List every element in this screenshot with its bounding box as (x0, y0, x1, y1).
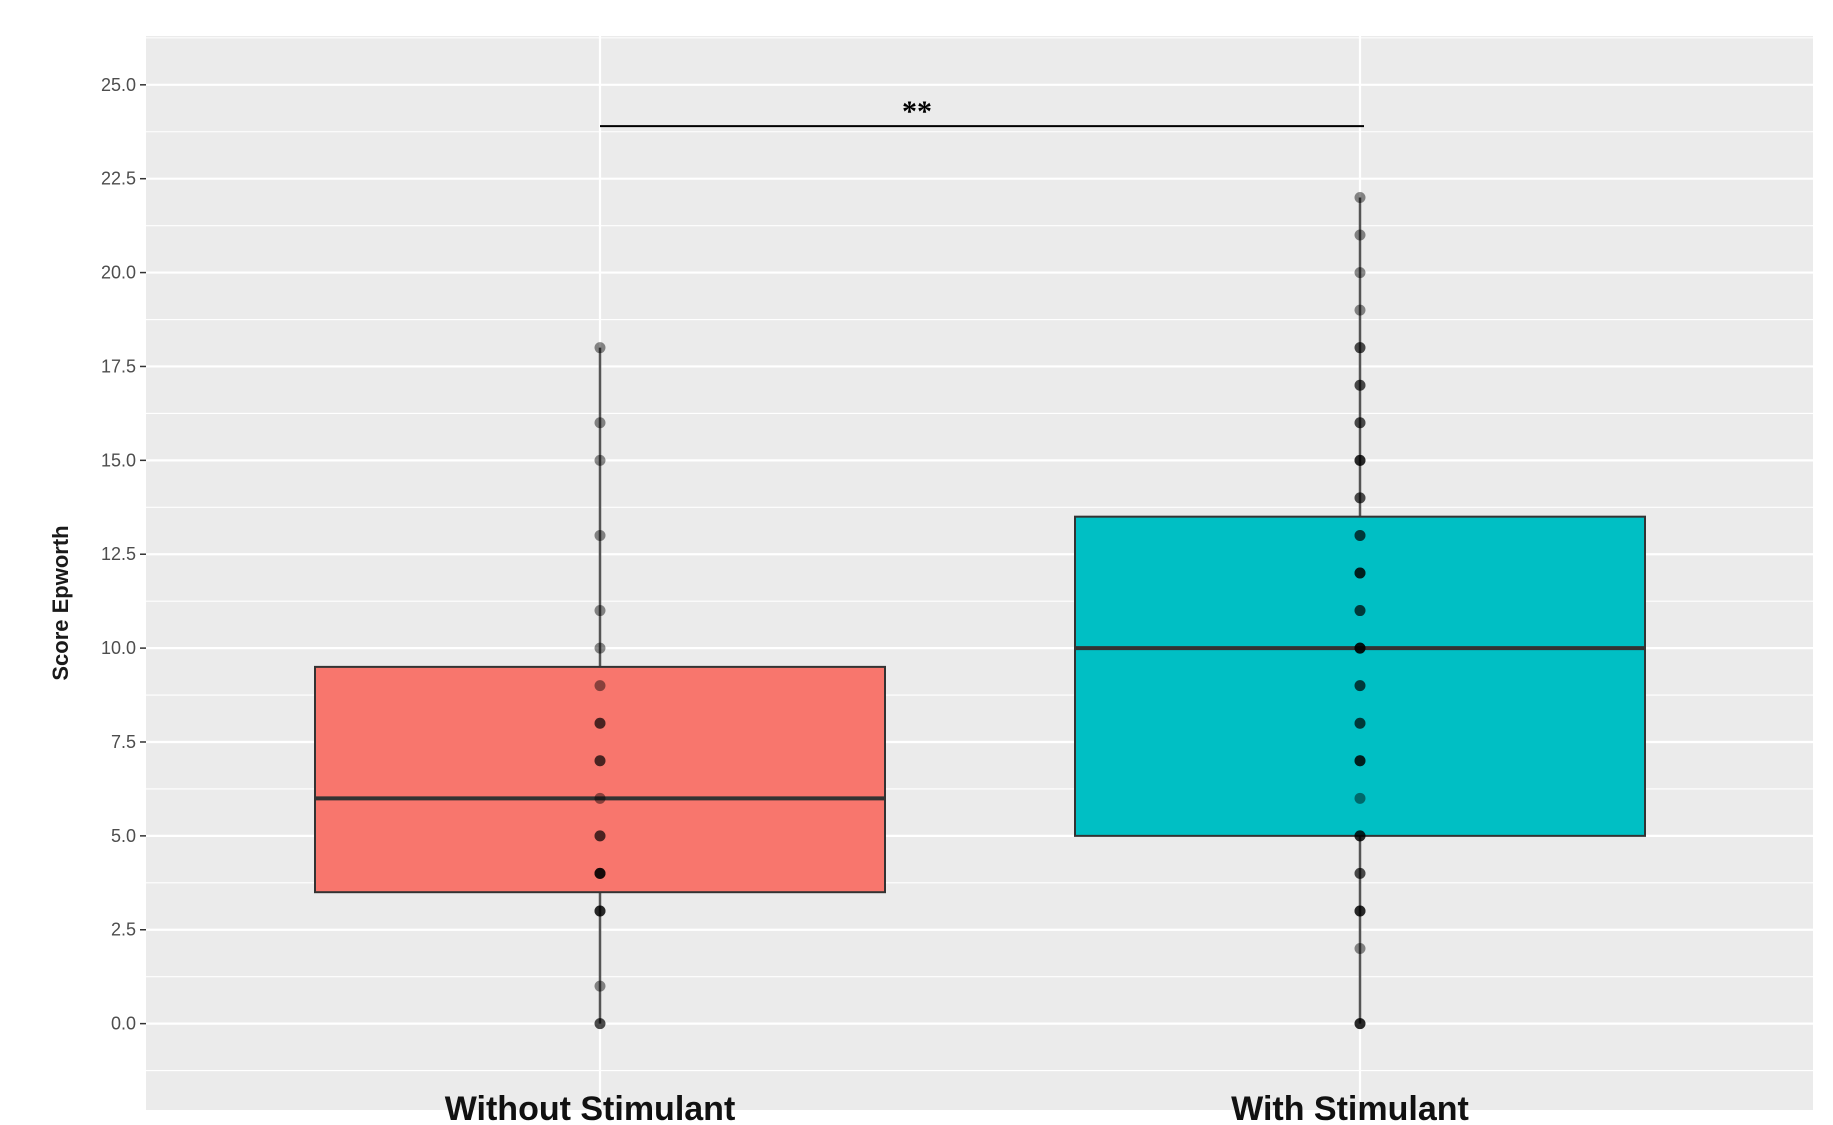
data-point (1354, 830, 1366, 842)
data-point (1354, 867, 1366, 879)
data-point (594, 454, 606, 466)
data-point (594, 680, 606, 692)
data-point (594, 529, 606, 541)
boxes (314, 197, 1646, 1024)
data-point (594, 905, 606, 917)
data-point (1354, 717, 1366, 729)
data-point (594, 342, 606, 354)
x-axis: Without Stimulant With Stimulant (445, 1090, 1469, 1125)
data-point (1354, 342, 1366, 354)
data-point (1354, 830, 1366, 842)
data-point (594, 792, 606, 804)
data-point (594, 1018, 606, 1030)
data-point (1354, 454, 1366, 466)
data-point (594, 980, 606, 992)
y-tick-label: 22.5 (101, 169, 136, 189)
y-tick-label: 5.0 (111, 826, 136, 846)
y-tick-label: 12.5 (101, 544, 136, 564)
data-point (594, 867, 606, 879)
data-point (1354, 680, 1366, 692)
data-point (1354, 454, 1366, 466)
y-axis-title: Score Epworth (48, 525, 73, 680)
significance-annotation: ** (600, 95, 1364, 128)
data-point (1354, 755, 1366, 767)
data-point (1354, 642, 1366, 654)
data-point (1354, 642, 1366, 654)
data-point (1354, 379, 1366, 391)
data-point (1354, 755, 1366, 767)
data-point (1354, 642, 1366, 654)
y-tick-label: 25.0 (101, 75, 136, 95)
y-tick-label: 10.0 (101, 638, 136, 658)
data-point (1354, 905, 1366, 917)
data-point (1354, 755, 1366, 767)
box-2 (1074, 515, 1646, 837)
x-category-label: Without Stimulant (445, 1090, 736, 1125)
data-point (594, 755, 606, 767)
data-point (1354, 304, 1366, 316)
data-point (1354, 905, 1366, 917)
data-point (1354, 1018, 1366, 1030)
data-point (594, 717, 606, 729)
y-tick-label: 0.0 (111, 1014, 136, 1034)
y-tick-label: 2.5 (111, 920, 136, 940)
data-point (594, 867, 606, 879)
y-tick-label: 7.5 (111, 732, 136, 752)
data-point (594, 905, 606, 917)
data-points (594, 191, 1366, 1030)
data-point (1354, 492, 1366, 504)
data-point (1354, 567, 1366, 579)
data-point (1354, 417, 1366, 429)
data-point (1354, 1018, 1366, 1030)
significance-label: ** (902, 95, 932, 128)
data-point (1354, 905, 1366, 917)
data-point (594, 717, 606, 729)
data-point (594, 867, 606, 879)
data-point (1354, 1018, 1366, 1030)
data-point (1354, 642, 1366, 654)
data-point (1354, 792, 1366, 804)
data-point (594, 417, 606, 429)
data-point (1354, 830, 1366, 842)
data-point (1354, 717, 1366, 729)
data-point (594, 830, 606, 842)
data-point (1354, 605, 1366, 617)
data-point (1354, 943, 1366, 955)
data-point (594, 642, 606, 654)
data-point (594, 830, 606, 842)
data-point (1354, 529, 1366, 541)
data-point (1354, 492, 1366, 504)
data-point (594, 755, 606, 767)
data-point (594, 905, 606, 917)
data-point (1354, 379, 1366, 391)
box-1 (314, 665, 886, 894)
data-point (1354, 567, 1366, 579)
data-point (594, 605, 606, 617)
data-point (1354, 680, 1366, 692)
y-tick-label: 15.0 (101, 450, 136, 470)
data-point (1354, 342, 1366, 354)
data-point (1354, 454, 1366, 466)
y-tick-label: 17.5 (101, 356, 136, 376)
data-point (594, 1018, 606, 1030)
y-tick-label: 20.0 (101, 263, 136, 283)
data-point (1354, 191, 1366, 203)
y-axis: 0.0 2.5 5.0 7.5 10.0 12.5 15.0 17.5 20.0 22.5 25.0 (101, 75, 146, 1034)
data-point (1354, 229, 1366, 241)
data-point (1354, 529, 1366, 541)
data-point (1354, 417, 1366, 429)
x-category-label: With Stimulant (1231, 1090, 1469, 1125)
data-point (1354, 867, 1366, 879)
data-point (1354, 567, 1366, 579)
data-point (594, 867, 606, 879)
data-point (1354, 605, 1366, 617)
data-point (1354, 267, 1366, 279)
